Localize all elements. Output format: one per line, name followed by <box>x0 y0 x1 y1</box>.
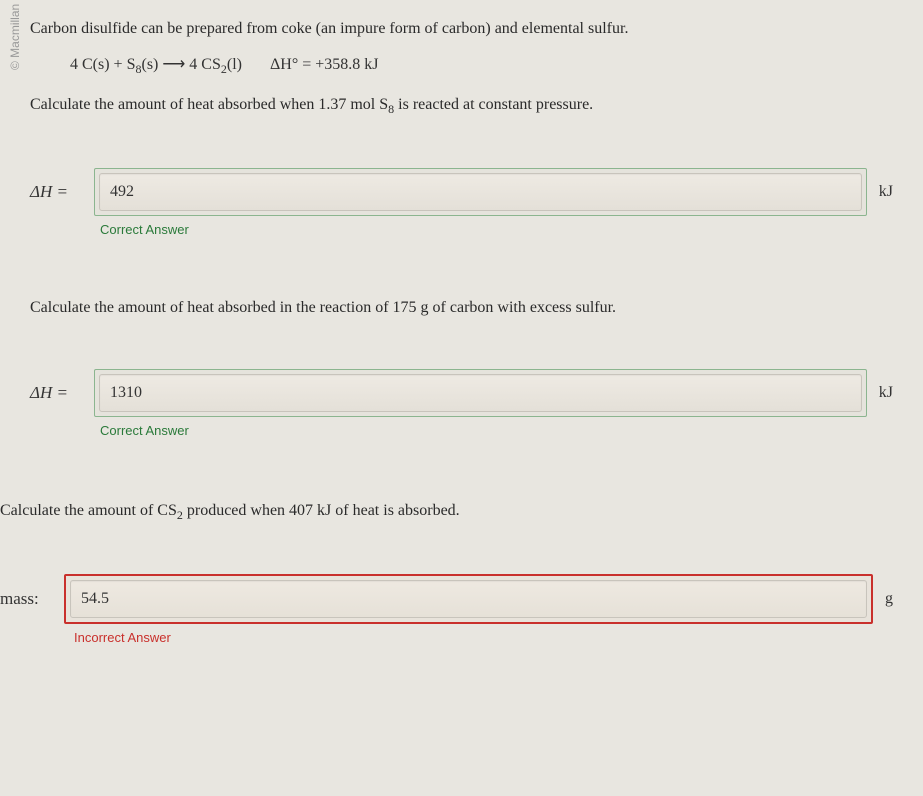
chemical-equation: 4 C(s) + S8(s) ⟶ 4 CS2(l) ΔH° = +358.8 k… <box>70 54 893 77</box>
eq-part2: (s) ⟶ 4 CS <box>141 56 220 73</box>
question-3-text: Calculate the amount of CS2 produced whe… <box>0 500 893 524</box>
main-content: Carbon disulfide can be prepared from co… <box>0 0 923 645</box>
unit-3: g <box>885 590 893 608</box>
answer-box-2: 1310 <box>94 369 867 417</box>
deltaH-label-2: ΔH = <box>30 383 78 403</box>
section-3: Calculate the amount of CS2 produced whe… <box>30 500 893 645</box>
section-2: Calculate the amount of heat absorbed in… <box>30 297 893 438</box>
q3-text-a: Calculate the amount of CS <box>0 502 177 519</box>
answer-field-3[interactable]: 54.5 <box>70 580 867 618</box>
copyright-watermark: © Macmillan Learning <box>8 0 22 70</box>
q1-text-a: Calculate the amount of heat absorbed wh… <box>30 96 388 113</box>
q3-text-b: produced when 407 kJ of heat is absorbed… <box>183 502 460 519</box>
answer-field-2[interactable]: 1310 <box>99 374 862 412</box>
answer-value-3: 54.5 <box>81 590 109 608</box>
question-2-text: Calculate the amount of heat absorbed in… <box>30 297 893 319</box>
deltaH-label-1: ΔH = <box>30 182 78 202</box>
answer-row-3: mass: 54.5 g <box>0 574 893 624</box>
eq-deltaH: ΔH° = +358.8 kJ <box>270 56 379 73</box>
feedback-3: Incorrect Answer <box>74 630 893 645</box>
eq-part1: 4 C(s) + S <box>70 56 135 73</box>
answer-field-1[interactable]: 492 <box>99 173 862 211</box>
answer-row-1: ΔH = 492 kJ <box>30 168 893 216</box>
unit-1: kJ <box>879 183 893 201</box>
q1-text-b: is reacted at constant pressure. <box>394 96 593 113</box>
answer-value-1: 492 <box>110 183 134 201</box>
answer-value-2: 1310 <box>110 384 142 402</box>
answer-box-1: 492 <box>94 168 867 216</box>
answer-row-2: ΔH = 1310 kJ <box>30 369 893 417</box>
feedback-2: Correct Answer <box>100 423 893 438</box>
feedback-1: Correct Answer <box>100 222 893 237</box>
question-1-text: Calculate the amount of heat absorbed wh… <box>30 94 893 118</box>
mass-label: mass: <box>0 589 48 609</box>
unit-2: kJ <box>879 384 893 402</box>
answer-box-3: 54.5 <box>64 574 873 624</box>
intro-text: Carbon disulfide can be prepared from co… <box>30 18 893 40</box>
eq-part3: (l) <box>227 56 242 73</box>
